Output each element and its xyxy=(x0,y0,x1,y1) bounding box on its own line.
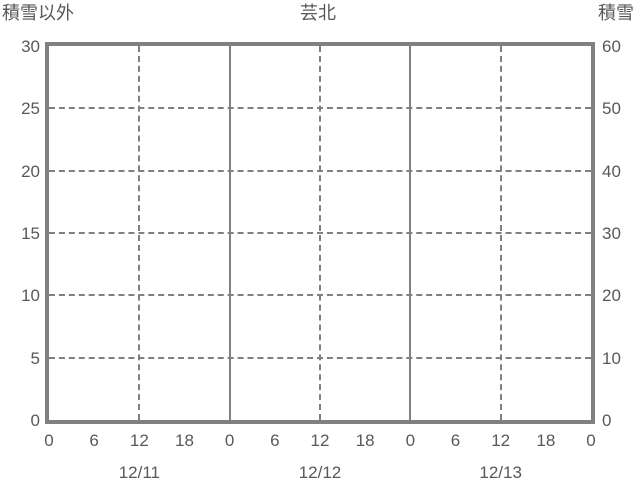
day-separator-line xyxy=(228,46,231,420)
left-axis-tick-label: 5 xyxy=(30,348,40,368)
left-axis-tick-label: 15 xyxy=(21,224,40,243)
plot-area xyxy=(45,42,595,424)
right-axis-tick-label: 10 xyxy=(602,348,621,368)
plot-inner xyxy=(49,46,591,420)
day-separator-line xyxy=(409,46,412,420)
x-axis-tick-label: 18 xyxy=(536,431,556,450)
right-axis-tick-label: 50 xyxy=(602,99,621,119)
right-axis-tick-label: 40 xyxy=(602,161,621,181)
gridline-vertical xyxy=(138,46,141,420)
left-axis-caption: 積雪以外 xyxy=(2,3,74,23)
x-axis-tick-label: 12 xyxy=(310,431,330,450)
x-axis-day-label: 12/11 xyxy=(118,463,160,482)
x-axis-tick-label: 6 xyxy=(89,431,99,450)
x-axis-tick-label: 0 xyxy=(405,431,416,450)
gridline-vertical xyxy=(499,46,502,420)
left-axis-tick-label: 0 xyxy=(30,411,40,430)
x-axis-tick-label: 0 xyxy=(224,431,235,450)
left-axis-tick-label: 20 xyxy=(21,161,40,181)
x-axis-tick-label: 12 xyxy=(491,431,511,450)
x-axis-day-label: 12/12 xyxy=(298,463,342,482)
right-axis-tick-label: 0 xyxy=(602,411,612,430)
x-axis-tick-label: 12 xyxy=(129,431,149,450)
x-axis-tick-label: 0 xyxy=(586,431,596,450)
right-axis-tick-label: 30 xyxy=(602,224,621,243)
x-axis-tick-label: 6 xyxy=(270,431,280,450)
left-axis-tick-label: 10 xyxy=(21,286,40,306)
gridline-vertical xyxy=(319,46,321,420)
x-axis-tick-label: 18 xyxy=(355,431,375,450)
x-axis-tick-label: 6 xyxy=(450,431,461,450)
x-axis-day-label: 12/13 xyxy=(479,463,522,482)
left-axis-tick-label: 25 xyxy=(21,99,40,119)
left-axis-tick-label: 30 xyxy=(21,37,40,56)
chart-title: 芸北 xyxy=(300,3,336,23)
right-axis-tick-label: 60 xyxy=(602,37,621,56)
x-axis-tick-label: 0 xyxy=(44,431,54,450)
right-axis-caption: 積雪 xyxy=(598,3,634,23)
x-axis-tick-label: 18 xyxy=(175,431,194,450)
right-axis-tick-label: 20 xyxy=(602,286,621,306)
